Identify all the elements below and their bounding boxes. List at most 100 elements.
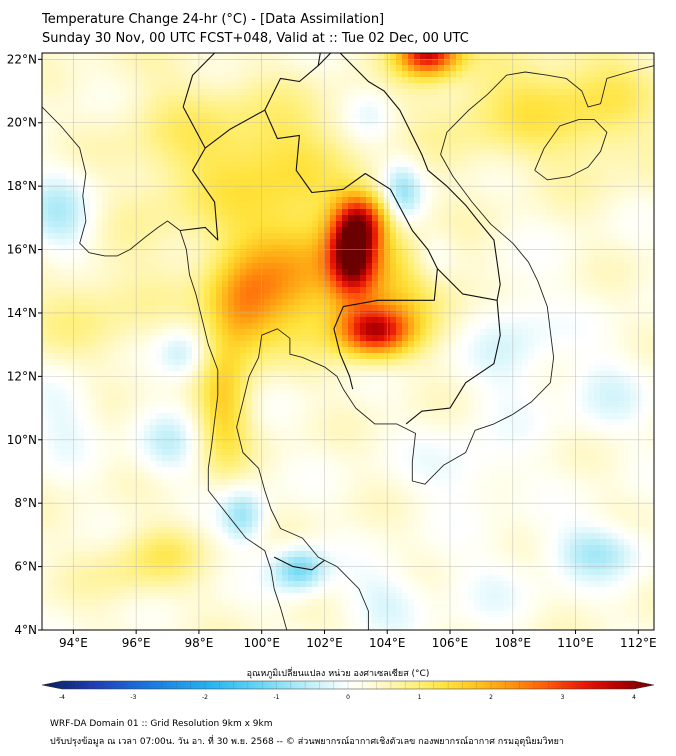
field-cell [294,71,301,78]
field-cell [372,293,379,300]
field-cell [588,191,595,198]
field-cell [84,311,91,318]
field-cell [228,113,235,120]
field-cell [546,101,553,108]
field-cell [102,281,109,288]
field-cell [570,155,577,162]
field-cell [216,317,223,324]
field-cell [480,215,487,222]
field-cell [96,161,103,168]
field-cell [528,131,535,138]
field-cell [126,269,133,276]
field-cell [624,311,631,318]
field-cell [132,89,139,96]
field-cell [222,341,229,348]
field-cell [132,257,139,264]
field-cell [378,239,385,246]
field-cell [606,125,613,132]
field-cell [630,149,637,156]
field-cell [360,341,367,348]
field-cell [264,239,271,246]
field-cell [546,71,553,78]
field-cell [546,65,553,72]
field-cell [492,77,499,84]
field-cell [372,245,379,252]
field-cell [570,143,577,150]
field-cell [618,257,625,264]
field-cell [264,167,271,174]
field-cell [312,341,319,348]
field-cell [444,191,451,198]
field-cell [312,311,319,318]
field-cell [468,143,475,150]
field-cell [252,119,259,126]
field-cell [102,209,109,216]
field-cell [462,77,469,84]
field-cell [210,341,217,348]
field-cell [66,113,73,120]
field-cell [420,59,427,66]
field-cell [150,143,157,150]
field-cell [342,239,349,246]
field-cell [270,317,277,324]
field-cell [90,125,97,132]
field-cell [174,281,181,288]
field-cell [120,65,127,72]
field-cell [354,119,361,126]
field-cell [102,341,109,348]
field-cell [78,173,85,180]
field-cell [150,203,157,210]
field-cell [570,233,577,240]
field-cell [78,305,85,312]
field-cell [180,173,187,180]
field-cell [216,95,223,102]
field-cell [192,125,199,132]
field-cell [534,317,541,324]
field-cell [252,293,259,300]
field-cell [372,149,379,156]
field-cell [366,203,373,210]
field-cell [84,275,91,282]
field-cell [96,131,103,138]
field-cell [510,77,517,84]
field-cell [252,143,259,150]
field-cell [192,107,199,114]
field-cell [492,185,499,192]
field-cell [540,167,547,174]
field-cell [90,257,97,264]
field-cell [534,329,541,336]
field-cell [546,329,553,336]
field-cell [318,287,325,294]
field-cell [444,215,451,222]
field-cell [186,287,193,294]
field-cell [336,227,343,234]
field-cell [408,305,415,312]
field-cell [144,197,151,204]
field-cell [216,83,223,90]
field-cell [648,131,654,138]
field-cell [432,257,439,264]
field-cell [210,323,217,330]
field-cell [270,221,277,228]
field-cell [564,203,571,210]
field-cell [372,257,379,264]
field-cell [294,209,301,216]
field-cell [456,107,463,114]
field-cell [102,113,109,120]
field-cell [408,167,415,174]
field-cell [480,305,487,312]
field-cell [426,263,433,270]
field-cell [492,149,499,156]
field-cell [84,83,91,90]
field-cell [144,191,151,198]
field-cell [324,233,331,240]
field-cell [492,173,499,180]
field-cell [162,131,169,138]
field-cell [492,203,499,210]
field-cell [402,53,409,60]
field-cell [54,293,61,300]
field-cell [360,233,367,240]
field-cell [480,185,487,192]
field-cell [612,233,619,240]
field-cell [210,329,217,336]
